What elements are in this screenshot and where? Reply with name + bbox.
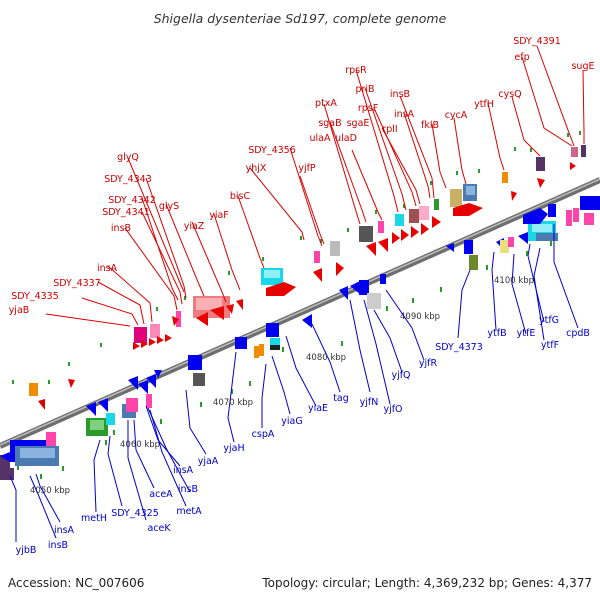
gene-label-metH: metH — [81, 513, 107, 524]
gene-label-fklB: fklB — [421, 120, 439, 131]
gene-label-yiaE: yiaE — [308, 403, 328, 414]
gene-label-sgaE: sgaE — [347, 118, 370, 129]
gene-label-insA-r2: insA — [173, 465, 194, 476]
gene-label-ulaD: ulaD — [335, 133, 357, 144]
reverse-gene-labels: yjbB insB insA metH SDY_4325 aceK aceA m… — [16, 315, 590, 556]
gene-label-yjfQ: yjfQ — [391, 370, 410, 381]
scale-label-4080: 4080 kbp — [306, 353, 346, 363]
gene-label-SDY-4341: SDY_4341 — [102, 207, 150, 218]
scale-label-4070: 4070 kbp — [213, 398, 253, 408]
gene-label-insB: insB — [390, 89, 410, 100]
gene-label-metA: metA — [176, 506, 202, 517]
scale-label-4060: 4060 kbp — [120, 440, 160, 450]
gene-label-insB-r2: insB — [178, 484, 198, 495]
gene-label-insB-r: insB — [48, 540, 68, 551]
gene-label-sugE: sugE — [571, 61, 594, 72]
gene-label-ytfE: ytfE — [517, 328, 536, 339]
gene-label-ptxA: ptxA — [315, 98, 337, 109]
gene-label-yjbB: yjbB — [16, 545, 37, 556]
gene-label-yhjX: yhjX — [246, 163, 267, 174]
gene-label-tag: tag — [333, 393, 349, 404]
gene-label-glyS: glyS — [159, 201, 179, 212]
gene-label-insB-2: insB — [111, 223, 131, 234]
gene-label-glyQ: glyQ — [117, 152, 139, 163]
gene-label-SDY-4335: SDY_4335 — [11, 291, 59, 302]
gene-label-rpsF: rpsF — [358, 103, 378, 114]
gene-label-SDY-4337: SDY_4337 — [53, 278, 101, 289]
gene-label-aceK: aceK — [147, 523, 171, 534]
gene-label-ytfG: ytfG — [539, 315, 559, 326]
gene-label-yjfN: yjfN — [360, 397, 379, 408]
gene-label-yiaG: yiaG — [281, 416, 302, 427]
gene-label-SDY-4391: SDY_4391 — [513, 36, 561, 47]
reverse-features — [0, 196, 600, 480]
reverse-callouts — [9, 224, 579, 542]
gene-label-yjaB: yjaB — [9, 305, 30, 316]
gene-label-ytfF: ytfF — [541, 340, 559, 351]
gene-label-ulaA: ulaA — [310, 133, 331, 144]
gene-label-cspA: cspA — [252, 429, 275, 440]
map-title: Shigella dysenteriae Sd197, complete gen… — [154, 11, 447, 26]
gene-label-priB: priB — [355, 84, 374, 95]
gene-label-yjaH: yjaH — [223, 443, 244, 454]
gene-label-bisC: bisC — [230, 191, 251, 202]
gene-label-cysQ: cysQ — [498, 89, 521, 100]
accession-text: Accession: NC_007606 — [8, 576, 144, 590]
gene-label-ytfB: ytfB — [487, 328, 506, 339]
gene-label-yjfO: yjfO — [383, 404, 402, 415]
gene-label-insA-2: insA — [97, 263, 118, 274]
gene-label-yjaA: yjaA — [198, 456, 219, 467]
scale-label-4090: 4090 kbp — [400, 312, 440, 322]
gene-label-yiaZ: yiaZ — [184, 221, 205, 232]
gene-label-rplI: rplI — [382, 124, 397, 135]
gene-label-efp: efp — [514, 52, 529, 63]
scale-label-4100: 4100 kbp — [494, 276, 534, 286]
gene-label-sgaB: sgaB — [318, 118, 341, 129]
gene-label-yjfR: yjfR — [419, 358, 438, 369]
gene-label-ytfH: ytfH — [474, 99, 494, 110]
gene-label-cycA: cycA — [445, 110, 468, 121]
gene-label-SDY-4325: SDY_4325 — [111, 508, 159, 519]
gene-label-SDY-4356: SDY_4356 — [248, 145, 296, 156]
forward-callouts — [45, 45, 585, 327]
scale-labels: 4050 kbp 4060 kbp 4070 kbp 4080 kbp 4090… — [30, 276, 534, 496]
track-ticks — [12, 131, 581, 479]
gene-label-cpdB: cpdB — [566, 328, 590, 339]
gene-label-insA-r: insA — [54, 525, 75, 536]
gene-label-SDY-4342: SDY_4342 — [108, 195, 156, 206]
gene-label-SDY-4373: SDY_4373 — [435, 342, 483, 353]
forward-features — [29, 145, 586, 410]
topology-summary: Topology: circular; Length: 4,369,232 bp… — [261, 576, 592, 590]
gene-label-rpsR: rpsR — [345, 65, 367, 76]
scale-label-4050: 4050 kbp — [30, 486, 70, 496]
gene-label-insA: insA — [394, 109, 415, 120]
gene-label-yiaF: yiaF — [209, 210, 229, 221]
gene-label-aceA: aceA — [149, 489, 173, 500]
gene-label-yjfP: yjfP — [298, 163, 316, 174]
forward-gene-labels: SDY_4391 efp sugE rpsR priB rpsF ptxA sg… — [9, 36, 595, 316]
gene-label-SDY-4343: SDY_4343 — [104, 174, 152, 185]
